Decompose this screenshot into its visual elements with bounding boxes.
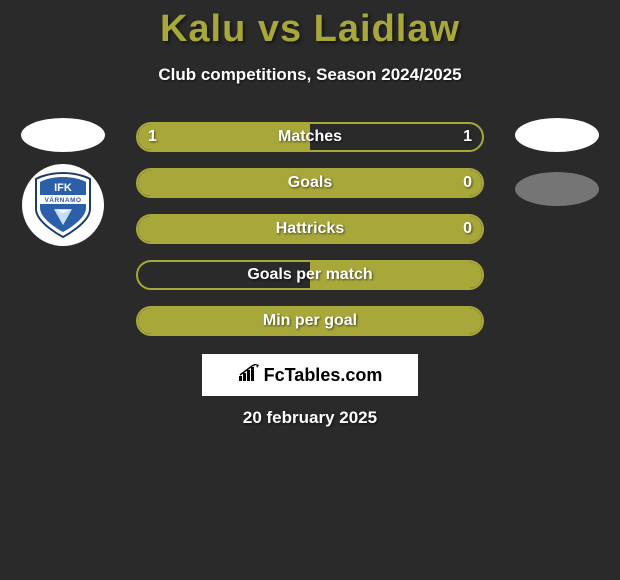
page-title: Kalu vs Laidlaw xyxy=(0,0,620,51)
svg-text:IFK: IFK xyxy=(54,182,72,194)
right-player-column xyxy=(512,118,602,218)
brand-text: FcTables.com xyxy=(264,365,383,386)
stat-label: Goals xyxy=(138,174,482,192)
stat-row-goals: Goals 0 xyxy=(136,168,484,198)
stats-panel: 1 Matches 1 Goals 0 Hattricks 0 Goals pe… xyxy=(136,122,484,352)
club-badge-left: IFK VÄRNAMO xyxy=(22,164,104,246)
player-photo-placeholder-left xyxy=(21,118,105,152)
stat-label: Hattricks xyxy=(138,220,482,238)
stat-row-hattricks: Hattricks 0 xyxy=(136,214,484,244)
brand-watermark[interactable]: FcTables.com xyxy=(202,354,418,396)
player-photo-placeholder-right xyxy=(515,118,599,152)
stat-label: Matches xyxy=(138,128,482,146)
svg-text:VÄRNAMO: VÄRNAMO xyxy=(44,196,81,204)
stat-row-goals-per-match: Goals per match xyxy=(136,260,484,290)
stat-right-value: 0 xyxy=(463,220,472,238)
subtitle: Club competitions, Season 2024/2025 xyxy=(0,65,620,85)
left-player-column: IFK VÄRNAMO xyxy=(18,118,108,252)
stat-row-matches: 1 Matches 1 xyxy=(136,122,484,152)
chart-icon xyxy=(238,364,260,387)
ifk-varnamo-crest-icon: IFK VÄRNAMO xyxy=(32,171,94,239)
stat-right-value: 0 xyxy=(463,174,472,192)
date-text: 20 february 2025 xyxy=(0,408,620,428)
stat-right-value: 1 xyxy=(463,128,472,146)
stat-row-min-per-goal: Min per goal xyxy=(136,306,484,336)
stat-label: Min per goal xyxy=(138,312,482,330)
stat-label: Goals per match xyxy=(138,266,482,284)
club-badge-placeholder-right xyxy=(515,172,599,206)
